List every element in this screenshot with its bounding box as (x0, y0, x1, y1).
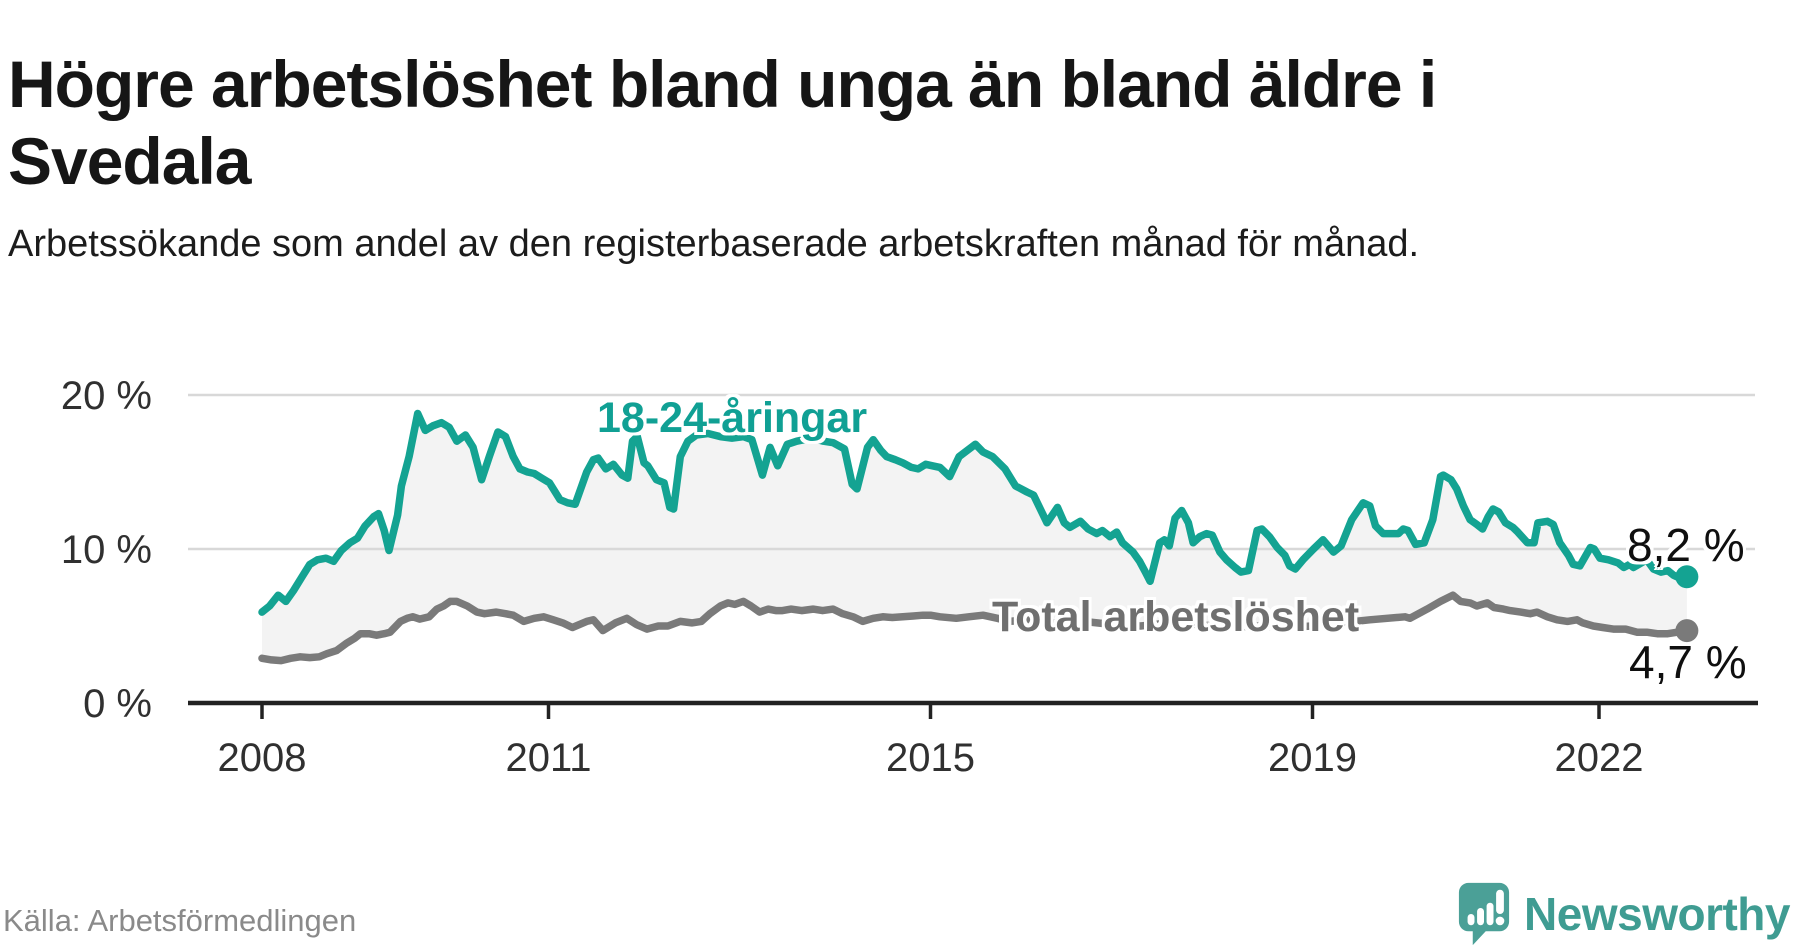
series-end-dot-total (1675, 619, 1699, 643)
x-tick-label: 2019 (1268, 736, 1357, 780)
series-layer (258, 409, 1699, 665)
x-tick-label: 2011 (505, 736, 591, 780)
end-value-label-young: 8,2 % (1627, 519, 1745, 571)
x-tick-label: 2022 (1555, 736, 1644, 780)
x-tick-label: 2008 (218, 736, 307, 780)
speech-bubble-chart-icon (1458, 882, 1510, 946)
unemployment-line-chart: 0 % 10 % 20 % 2008 2011 2015 2019 2022 (61, 374, 1758, 780)
series-label-young: 18-24-åringar (597, 394, 868, 442)
series-end-dot-young (1675, 565, 1699, 589)
newsworthy-logo: Newsworthy (1458, 882, 1790, 946)
source-attribution: Källa: Arbetsförmedlingen (3, 903, 357, 938)
series-label-total: Total arbetslöshet (992, 593, 1360, 641)
series-line-total (258, 591, 1691, 665)
y-tick-label: 0 % (83, 682, 152, 726)
x-tick-label: 2015 (886, 736, 975, 780)
end-value-label-total: 4,7 % (1629, 636, 1747, 688)
newsworthy-logo-text: Newsworthy (1524, 888, 1790, 940)
chart-subtitle: Arbetssökande som andel av den registerb… (8, 223, 1420, 265)
page-title: Högre arbetslöshet bland unga än bland ä… (8, 47, 1437, 198)
y-tick-label: 10 % (61, 528, 152, 572)
gridline-layer (188, 393, 1755, 551)
series-line-young (258, 409, 1691, 616)
y-tick-label: 20 % (61, 374, 152, 418)
axis-layer: 0 % 10 % 20 % 2008 2011 2015 2019 2022 (61, 374, 1758, 780)
